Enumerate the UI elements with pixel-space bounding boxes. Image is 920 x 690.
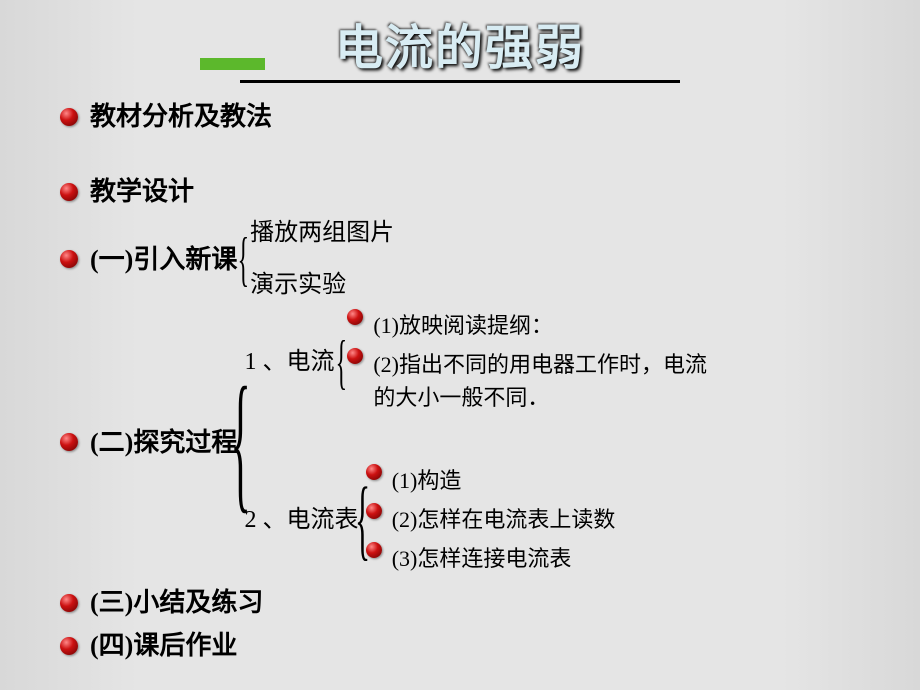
page-title: 电流的强弱 <box>0 0 920 78</box>
section-2-label: 教学设计 <box>90 172 194 211</box>
section-2: 教学设计 <box>60 172 870 211</box>
bullet-icon <box>347 348 363 364</box>
section-4: (二)探究过程 { 1 、电流 { (1)放映阅读提纲： (2)指出不同的用电器… <box>60 309 870 575</box>
bullet-icon <box>60 594 78 612</box>
bullet-icon <box>60 433 78 451</box>
title-accent <box>200 58 265 70</box>
section-3: (一)引入新课 { 播放两组图片 演示实验 <box>60 215 870 303</box>
sub1-detail-0: (1)放映阅读提纲： <box>373 309 553 342</box>
section-1: 教材分析及教法 <box>60 97 870 136</box>
section-4-sub2-label: 2 、电流表 <box>245 502 359 538</box>
section-3-item-0: 播放两组图片 <box>250 215 394 251</box>
section-3-item-1: 演示实验 <box>250 267 394 303</box>
section-5: (三)小结及练习 <box>60 583 870 622</box>
section-1-label: 教材分析及教法 <box>90 97 272 136</box>
brace-icon: { <box>335 347 347 377</box>
section-4-label: (二)探究过程 <box>90 423 237 462</box>
section-4-sub2: 2 、电流表 { (1)构造 (2)怎样在电流表上读数 (3)怎样连接电流表 <box>245 464 714 575</box>
section-3-label: (一)引入新课 <box>90 240 237 279</box>
sub2-detail-1: (2)怎样在电流表上读数 <box>392 503 616 536</box>
bullet-icon <box>60 637 78 655</box>
section-4-sub1: 1 、电流 { (1)放映阅读提纲： (2)指出不同的用电器工作时，电流的大小一… <box>245 309 714 414</box>
content-area: 教材分析及教法 教学设计 (一)引入新课 { 播放两组图片 演示实验 (二)探究… <box>0 83 920 665</box>
sub2-detail-2: (3)怎样连接电流表 <box>392 542 572 575</box>
brace-icon: { <box>231 404 251 481</box>
sub1-detail-1: (2)指出不同的用电器工作时，电流的大小一般不同． <box>373 348 713 414</box>
section-6: (四)课后作业 <box>60 626 870 665</box>
bullet-icon <box>60 108 78 126</box>
title-underline <box>240 80 680 83</box>
brace-icon: { <box>238 244 250 274</box>
bullet-icon <box>347 309 363 325</box>
section-4-sub1-label: 1 、电流 <box>245 344 335 380</box>
sub2-detail-0: (1)构造 <box>392 464 462 497</box>
bullet-icon <box>60 250 78 268</box>
section-6-label: (四)课后作业 <box>90 626 237 665</box>
section-5-label: (三)小结及练习 <box>90 583 263 622</box>
bullet-icon <box>60 183 78 201</box>
brace-icon: { <box>355 497 370 542</box>
